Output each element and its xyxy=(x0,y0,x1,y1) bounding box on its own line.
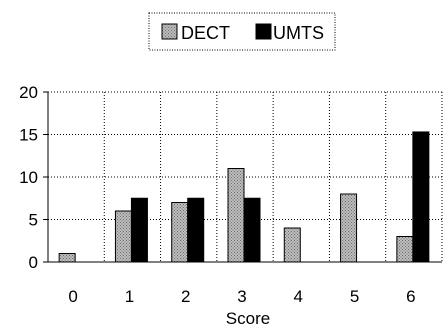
bar-umts-2 xyxy=(187,197,205,263)
bars xyxy=(58,131,430,263)
bar-umts-1 xyxy=(130,197,148,263)
x-tick-label: 3 xyxy=(237,287,246,306)
legend-box xyxy=(148,12,336,51)
bar-dect-2 xyxy=(171,202,189,263)
bar-dect-0 xyxy=(58,253,76,263)
x-tick-label: 6 xyxy=(406,287,415,306)
x-tick-label: 5 xyxy=(350,287,359,306)
x-tick-label: 0 xyxy=(68,287,77,306)
y-tick-label: 10 xyxy=(19,168,38,187)
bar-umts-6 xyxy=(412,131,430,263)
y-tick-label: 0 xyxy=(29,253,38,272)
x-tick-label: 2 xyxy=(181,287,190,306)
bar-dect-3 xyxy=(227,168,245,263)
bar-dect-6 xyxy=(396,236,414,263)
x-axis-label: Score xyxy=(226,309,270,327)
legend-label-umts: UMTS xyxy=(273,23,324,43)
plot-grid xyxy=(48,91,443,263)
legend-swatch-umts xyxy=(255,23,272,40)
bar-dect-5 xyxy=(340,193,358,263)
bar-dect-1 xyxy=(114,210,132,263)
legend: DECT UMTS xyxy=(148,12,336,51)
y-tick-label: 20 xyxy=(19,83,38,102)
y-tick-label: 5 xyxy=(29,211,38,230)
bar-umts-3 xyxy=(243,197,261,263)
x-axis: 0 1 2 3 4 5 6 xyxy=(48,261,442,306)
x-tick-label: 1 xyxy=(125,287,134,306)
y-tick-label: 15 xyxy=(19,126,38,145)
legend-label-dect: DECT xyxy=(181,23,230,43)
legend-swatch-dect xyxy=(161,23,178,40)
x-tick-label: 4 xyxy=(294,287,303,306)
bar-dect-4 xyxy=(283,227,301,263)
y-axis: 0 5 10 15 20 xyxy=(19,83,49,272)
